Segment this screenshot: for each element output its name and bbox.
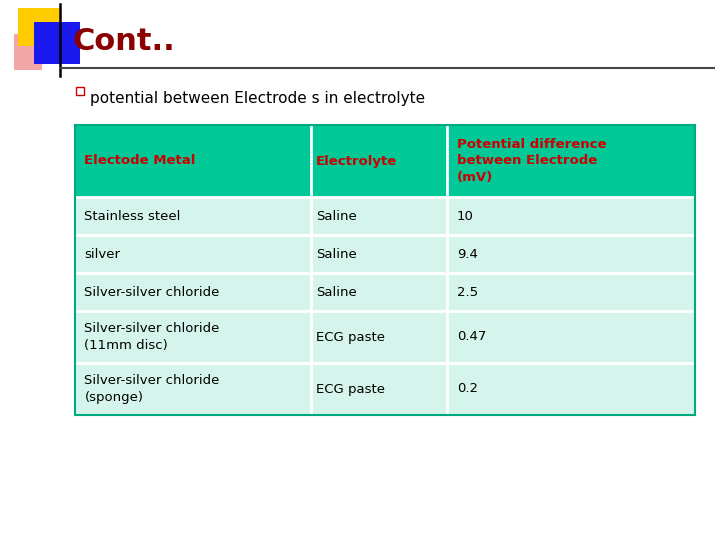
- Text: Potential difference
between Electrode
(mV): Potential difference between Electrode (…: [457, 138, 606, 184]
- Bar: [75, 311, 310, 363]
- Text: 9.4: 9.4: [457, 247, 478, 260]
- Bar: [18, 8, 60, 46]
- Text: silver: silver: [84, 247, 120, 260]
- Bar: [75, 273, 310, 311]
- Bar: [447, 311, 695, 363]
- Text: Silver-silver chloride
(11mm disc): Silver-silver chloride (11mm disc): [84, 322, 220, 352]
- Text: 2.5: 2.5: [457, 286, 478, 299]
- Bar: [75, 235, 310, 273]
- Bar: [75, 197, 310, 235]
- Text: Silver-silver chloride: Silver-silver chloride: [84, 286, 220, 299]
- Bar: [310, 125, 447, 197]
- Bar: [447, 363, 695, 415]
- Bar: [75, 125, 310, 197]
- Bar: [75, 363, 310, 415]
- Text: Cont..: Cont..: [72, 28, 175, 57]
- Bar: [447, 273, 695, 311]
- Bar: [447, 235, 695, 273]
- Bar: [76, 87, 84, 95]
- Bar: [310, 235, 447, 273]
- Text: 10: 10: [457, 210, 474, 222]
- Bar: [34, 22, 80, 64]
- Text: 0.2: 0.2: [457, 382, 478, 395]
- Text: 0.47: 0.47: [457, 330, 486, 343]
- Text: ECG paste: ECG paste: [316, 382, 385, 395]
- Bar: [310, 273, 447, 311]
- Text: Saline: Saline: [316, 210, 357, 222]
- Text: Stainless steel: Stainless steel: [84, 210, 181, 222]
- Text: Electode Metal: Electode Metal: [84, 154, 196, 167]
- Bar: [310, 363, 447, 415]
- Bar: [310, 197, 447, 235]
- Text: Electrolyte: Electrolyte: [316, 154, 397, 167]
- Bar: [310, 311, 447, 363]
- Text: ECG paste: ECG paste: [316, 330, 385, 343]
- Bar: [447, 197, 695, 235]
- Text: Silver-silver chloride
(sponge): Silver-silver chloride (sponge): [84, 375, 220, 403]
- Text: Saline: Saline: [316, 247, 357, 260]
- Bar: [447, 125, 695, 197]
- Text: Saline: Saline: [316, 286, 357, 299]
- Bar: [14, 34, 42, 70]
- Text: potential between Electrode s in electrolyte: potential between Electrode s in electro…: [90, 91, 425, 106]
